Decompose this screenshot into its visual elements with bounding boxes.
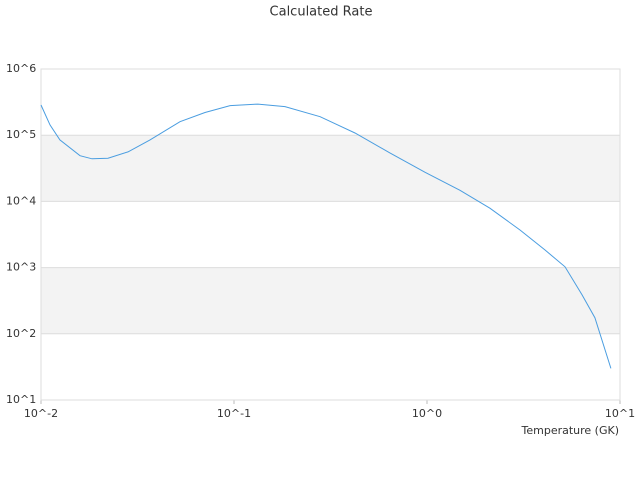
y-tick-label: 10^4	[6, 194, 36, 207]
grid-band	[41, 135, 620, 202]
y-tick-label: 10^5	[6, 128, 36, 141]
chart-title: Calculated Rate	[270, 5, 373, 20]
x-axis-label: Temperature (GK)	[521, 424, 620, 437]
x-tick-label: 10^-2	[24, 407, 58, 420]
y-tick-label: 10^1	[6, 393, 36, 406]
plot-frame	[40, 68, 621, 401]
y-tick-label: 10^6	[6, 62, 36, 75]
y-tick-label: 10^3	[6, 261, 36, 274]
x-tick-label: 10^0	[412, 407, 442, 420]
data-line	[40, 103, 612, 369]
x-tick-label: 10^-1	[217, 407, 251, 420]
x-tick-label: 10^1	[605, 407, 635, 420]
grid-band	[41, 267, 620, 334]
y-tick-label: 10^2	[6, 327, 36, 340]
